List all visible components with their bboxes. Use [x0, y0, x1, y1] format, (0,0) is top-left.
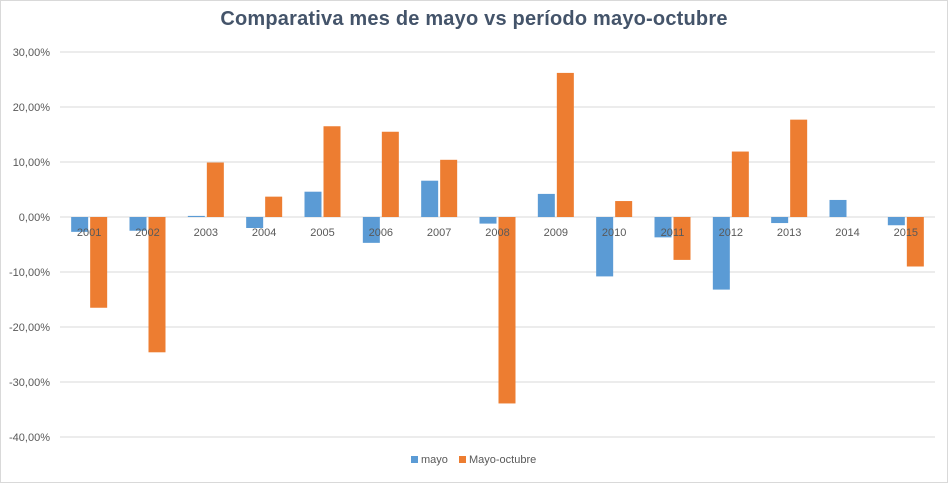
bar-mayo-octubre-2009 [556, 72, 574, 218]
y-tick-label: -20,00% [9, 322, 50, 334]
bar-mayo-2007 [421, 180, 439, 217]
y-axis-ticks: 30,00% 20,00% 10,00% 0,00% -10,00% -20,00% -30… [9, 47, 50, 444]
x-tick-label: 2014 [835, 227, 859, 239]
bar-mayo-2009 [537, 193, 555, 217]
bar-mayo-2006 [362, 217, 380, 243]
bar-mayo-octubre-2005 [323, 126, 341, 217]
x-tick-label: 2001 [77, 227, 101, 239]
bar-mayo-octubre-2008 [498, 217, 516, 404]
y-tick-label: -30,00% [9, 377, 50, 389]
y-tick-label: -10,00% [9, 267, 50, 279]
y-tick-label: -40,00% [9, 432, 50, 444]
bar-mayo-octubre-2003 [206, 162, 224, 217]
x-tick-label: 2009 [544, 227, 568, 239]
bar-mayo-octubre-2006 [381, 131, 399, 217]
bar-mayo-2005 [304, 191, 322, 217]
y-tick-label: 10,00% [13, 157, 51, 169]
bar-mayo-2010 [596, 217, 614, 277]
bar-mayo-octubre-2002 [148, 217, 166, 353]
bar-mayo-octubre-2004 [265, 196, 283, 217]
gridlines [60, 51, 935, 438]
x-tick-label: 2015 [894, 227, 918, 239]
x-tick-label: 2013 [777, 227, 801, 239]
x-axis-ticks: 2001 2002 2003 2004 2005 2006 2007 2008 2009 2010… [77, 227, 918, 239]
x-tick-label: 2007 [427, 227, 451, 239]
bar-mayo-octubre-2013 [790, 119, 808, 217]
x-tick-label: 2004 [252, 227, 276, 239]
x-tick-label: 2003 [194, 227, 218, 239]
x-tick-label: 2002 [135, 227, 159, 239]
bar-mayo-octubre-2001 [90, 217, 108, 308]
legend: mayo Mayo-octubre [411, 454, 536, 466]
x-tick-label: 2005 [310, 227, 334, 239]
bar-mayo-octubre-2011 [673, 217, 691, 260]
x-tick-label: 2011 [661, 227, 685, 239]
bars [71, 72, 924, 404]
y-tick-label: 20,00% [13, 102, 51, 114]
bar-mayo-2013 [771, 217, 789, 224]
y-tick-label: 30,00% [13, 47, 51, 59]
chart-title: Comparativa mes de mayo vs período mayo-… [220, 8, 728, 30]
bar-mayo-octubre-2012 [731, 151, 749, 217]
bar-mayo-2003 [187, 215, 205, 217]
bar-mayo-octubre-2007 [440, 159, 458, 217]
x-tick-label: 2008 [485, 227, 509, 239]
bar-mayo-octubre-2015 [906, 217, 924, 267]
bar-mayo-2008 [479, 217, 497, 224]
y-tick-label: 0,00% [19, 212, 50, 224]
bar-mayo-2014 [829, 199, 847, 217]
bar-mayo-2011 [654, 217, 672, 238]
x-tick-label: 2010 [602, 227, 626, 239]
bar-mayo-2012 [712, 217, 730, 290]
x-tick-label: 2012 [719, 227, 743, 239]
bar-mayo-2004 [246, 217, 264, 228]
bar-mayo-2002 [129, 217, 147, 231]
bar-mayo-2015 [887, 217, 905, 226]
legend-swatch [411, 456, 418, 463]
bar-mayo-octubre-2010 [615, 201, 633, 217]
legend-label: mayo [421, 454, 448, 466]
x-tick-label: 2006 [369, 227, 393, 239]
bar-mayo-2001 [71, 217, 89, 232]
legend-label: Mayo-octubre [469, 454, 536, 466]
legend-swatch [459, 456, 466, 463]
